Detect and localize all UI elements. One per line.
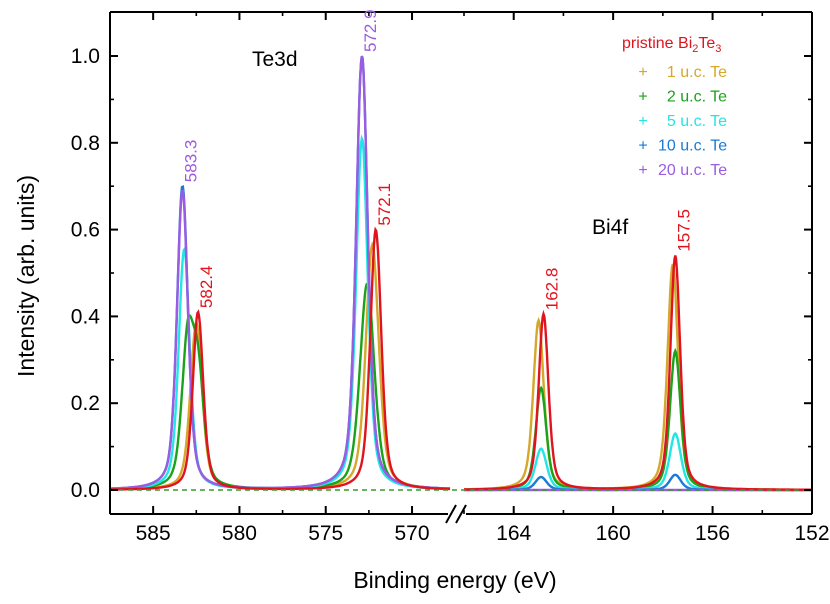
series-line-1-u-c-te-seg1 bbox=[464, 263, 812, 491]
legend-entry-label: 5 u.c. Te bbox=[658, 113, 727, 130]
legend-marker: + bbox=[638, 162, 647, 179]
x-tick-label: 160 bbox=[596, 522, 631, 545]
axes bbox=[109, 11, 813, 524]
x-tick-label: 585 bbox=[136, 522, 171, 545]
axis-break-mark-left bbox=[445, 504, 457, 524]
y-axis-title: Intensity (arb. units) bbox=[13, 175, 39, 377]
peak-label-582-4: 582.4 bbox=[197, 266, 216, 309]
legend-title-mid: Te bbox=[698, 35, 715, 52]
x-tick-label: 580 bbox=[222, 522, 257, 545]
x-tick-label: 570 bbox=[395, 522, 430, 545]
x-tick-label: 575 bbox=[308, 522, 343, 545]
series-line-pristine-bi2te3-seg1 bbox=[464, 255, 812, 491]
series-line-2-u-c-te-seg1 bbox=[464, 347, 812, 491]
series-line-5-u-c-te-seg0 bbox=[110, 134, 450, 491]
legend-entry-label: 10 u.c. Te bbox=[658, 138, 727, 155]
legend-marker: + bbox=[638, 113, 647, 130]
legend-marker: + bbox=[638, 138, 647, 155]
spectra-curves bbox=[110, 55, 812, 492]
peak-label-572-9: 572.9 bbox=[361, 9, 380, 52]
series-line-20-u-c-te-seg0 bbox=[110, 55, 451, 490]
legend-marker: + bbox=[638, 89, 647, 106]
legend-title-sub2: 3 bbox=[715, 43, 721, 55]
y-tick-label: 0.0 bbox=[71, 479, 100, 502]
y-tick-label: 0.6 bbox=[71, 219, 100, 242]
x-tick-label: 156 bbox=[695, 522, 730, 545]
series-line-5-u-c-te-seg1 bbox=[464, 431, 812, 492]
legend-title: pristine Bi2Te3 bbox=[622, 35, 721, 55]
legend: pristine Bi2Te3 + 1 u.c. Te + 2 u.c. Te+ … bbox=[622, 35, 727, 179]
peak-label-572-1: 572.1 bbox=[375, 183, 394, 226]
series-line-10-u-c-te-seg0 bbox=[110, 55, 451, 490]
legend-entries: + 1 u.c. Te + 2 u.c. Te + 5 u.c. Te + 10 u.c… bbox=[638, 64, 727, 179]
legend-marker: + bbox=[638, 64, 647, 81]
region-label-bi4f: Bi4f bbox=[592, 216, 628, 239]
x-tick-label: 164 bbox=[496, 522, 531, 545]
legend-title-sub1: 2 bbox=[692, 43, 698, 55]
region-label-te3d: Te3d bbox=[252, 48, 298, 71]
legend-entry-label: 20 u.c. Te bbox=[658, 162, 727, 179]
ticks: 0.0 0.2 0.4 0.6 0.8 1.0 585 580 575 570 164 160 156 1… bbox=[71, 12, 830, 545]
y-tick-label: 0.8 bbox=[71, 132, 100, 155]
series-line-2-u-c-te-seg0 bbox=[110, 281, 450, 491]
series-line-pristine-bi2te3-seg0 bbox=[110, 226, 450, 491]
axis-break-mark-right bbox=[455, 504, 467, 524]
peak-annotations: 583.3 572.9 582.4 572.1 162.8 157.5 bbox=[181, 9, 693, 310]
peak-label-157-5: 157.5 bbox=[674, 209, 693, 252]
y-tick-label: 0.4 bbox=[71, 305, 101, 328]
peak-label-583-3: 583.3 bbox=[181, 140, 200, 183]
y-tick-label: 1.0 bbox=[71, 45, 100, 68]
legend-entry-label: 1 u.c. Te bbox=[658, 64, 727, 81]
x-axis-title: Binding energy (eV) bbox=[353, 567, 556, 593]
peak-label-162-8: 162.8 bbox=[543, 268, 562, 311]
x-tick-label: 152 bbox=[794, 522, 829, 545]
legend-title-main: pristine Bi bbox=[622, 35, 692, 52]
series-line-1-u-c-te-seg0 bbox=[110, 241, 450, 491]
legend-entry-label: 2 u.c. Te bbox=[658, 89, 727, 106]
y-tick-label: 0.2 bbox=[71, 392, 100, 415]
